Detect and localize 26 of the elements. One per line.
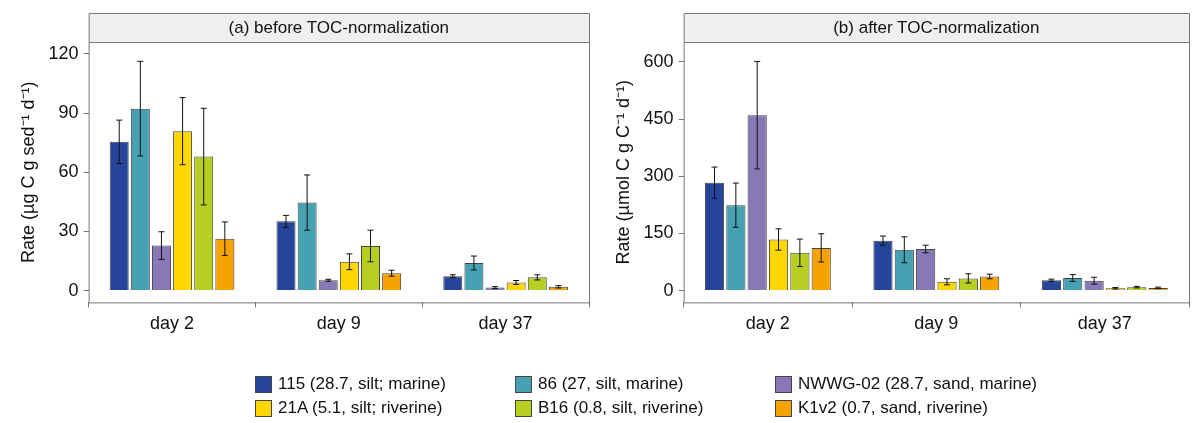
y-tick-label: 60 (58, 161, 79, 182)
legend-label: 115 (28.7, silt; marine) (278, 374, 446, 394)
y-tick-label: 450 (643, 107, 674, 128)
legend-label: NWWG-02 (28.7, sand, marine) (798, 374, 1038, 394)
legend-label: K1v2 (0.7, sand, riverine) (798, 398, 988, 418)
chart-title: (a) before TOC-normalization (228, 18, 450, 38)
legend-label: B16 (0.8, silt, riverine) (538, 398, 704, 418)
x-tick-label: day 9 (914, 313, 959, 334)
y-tick-label: 0 (663, 279, 674, 300)
y-tick-label: 300 (643, 165, 674, 186)
x-tick-label: day 9 (316, 313, 361, 334)
x-tick-label: day 37 (478, 313, 533, 334)
x-tick-label: day 37 (1077, 313, 1132, 334)
y-axis-title: Rate (µg C g sed⁻¹ d⁻¹) (17, 81, 38, 263)
x-tick-label: day 2 (150, 313, 195, 334)
y-axis-title: Rate (µmol C g C⁻¹ d⁻¹) (612, 80, 633, 265)
y-tick-label: 30 (58, 220, 79, 241)
chart-title: (b) after TOC-normalization (833, 18, 1040, 38)
legend-label: 21A (5.1, silt; riverine) (278, 398, 443, 418)
y-tick-label: 90 (58, 101, 79, 122)
y-tick-label: 0 (68, 279, 79, 300)
y-tick-label: 150 (643, 222, 674, 243)
x-tick-label: day 2 (745, 313, 790, 334)
y-tick-label: 600 (643, 50, 674, 71)
y-tick-label: 120 (48, 42, 79, 63)
legend-label: 86 (27, silt, marine) (538, 374, 684, 394)
